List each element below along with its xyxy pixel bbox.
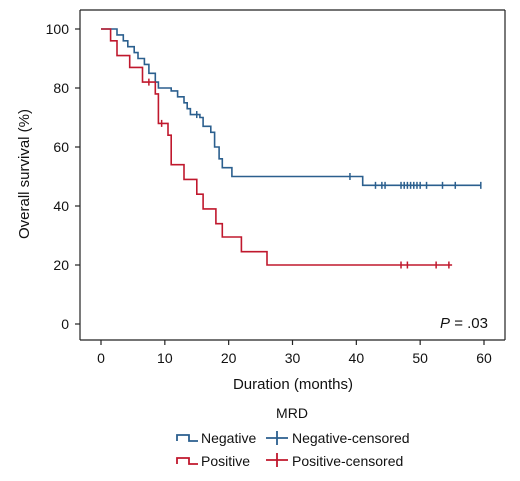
y-tick-label: 40 [53, 198, 69, 214]
y-axis-title: Overall survival (%) [16, 109, 33, 239]
y-tick-label: 0 [61, 316, 69, 332]
legend-swatch-negative-censored [266, 431, 288, 445]
y-tick-label: 20 [53, 257, 69, 273]
p-value-letter: P [440, 315, 450, 332]
x-tick-label: 10 [157, 350, 173, 366]
x-tick-label: 0 [97, 350, 105, 366]
y-tick-label: 80 [53, 80, 69, 96]
axes [79, 9, 506, 341]
legend: MRD Negative Negative-censored Positive … [176, 405, 410, 469]
x-tick-label: 30 [285, 350, 301, 366]
series-layer [101, 28, 482, 269]
x-tick-label: 60 [476, 350, 492, 366]
legend-label-positive-censored: Positive-censored [292, 453, 403, 469]
legend-swatch-positive-censored [266, 453, 288, 467]
legend-label-negative-censored: Negative-censored [292, 430, 410, 446]
y-tick-label: 100 [46, 21, 70, 37]
legend-swatch-negative [176, 434, 198, 442]
legend-label-positive: Positive [201, 453, 250, 469]
x-tick-label: 20 [221, 350, 237, 366]
x-tick-label: 50 [412, 350, 428, 366]
series-positive [101, 28, 453, 269]
legend-swatch-positive [176, 457, 198, 465]
positive-survival-curve [101, 28, 453, 266]
ticks: 0 10 20 30 40 50 60 0 20 40 60 80 100 [46, 21, 492, 366]
y-tick-label: 60 [53, 139, 69, 155]
legend-label-negative: Negative [201, 430, 256, 446]
legend-title: MRD [276, 405, 308, 421]
x-axis-title: Duration (months) [233, 376, 353, 393]
x-tick-label: 40 [349, 350, 365, 366]
p-value-number: = .03 [450, 315, 488, 332]
p-value-annotation: P = .03 [440, 315, 488, 332]
series-negative [101, 28, 482, 189]
negative-survival-curve [101, 28, 481, 187]
